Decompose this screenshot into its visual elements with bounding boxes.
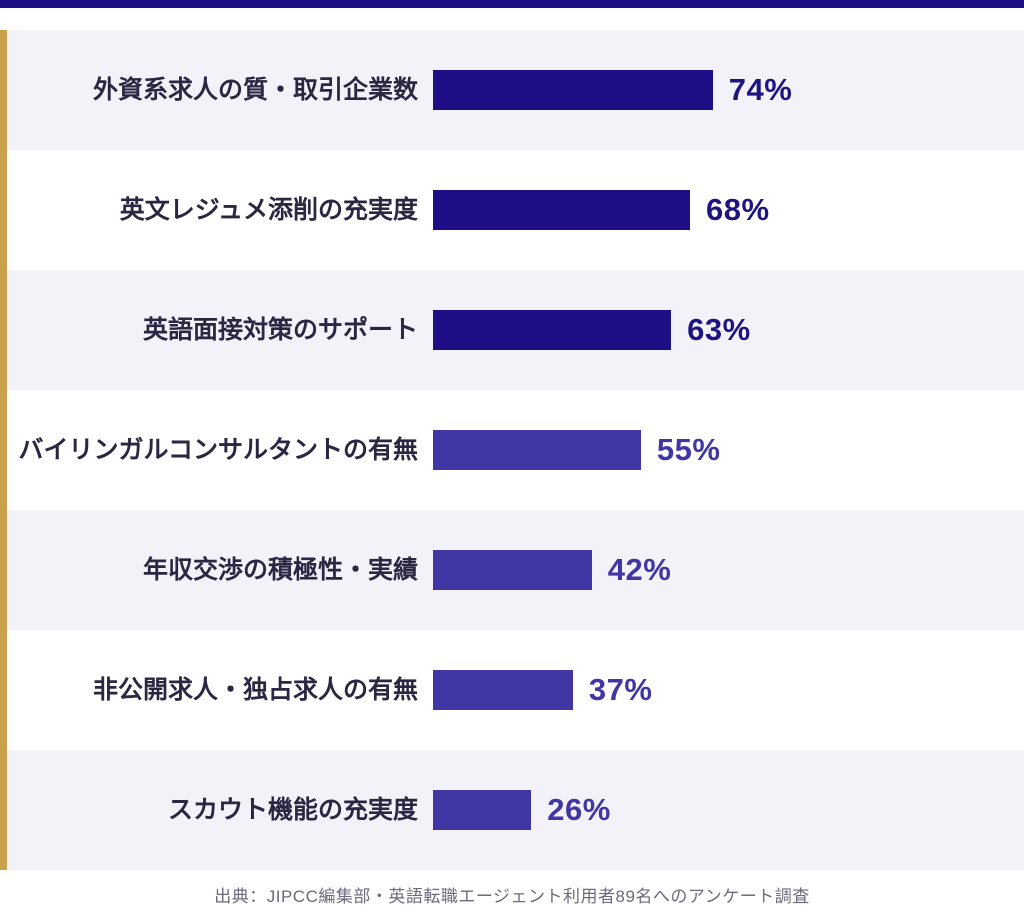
bar — [433, 70, 713, 110]
bar-value: 74% — [728, 72, 793, 107]
bar-value: 68% — [706, 192, 770, 227]
bar — [433, 430, 641, 470]
bar-label: 非公開求人・独占求人の有無 — [92, 675, 418, 704]
bar-value: 42% — [607, 552, 672, 587]
chart-row: 英文レジュメ添削の充実度 68% — [0, 150, 1024, 270]
chart-row: 非公開求人・独占求人の有無 37% — [0, 630, 1024, 750]
bar — [433, 550, 592, 590]
top-accent-bar — [0, 0, 1024, 8]
bar-label: バイリンガルコンサルタントの有無 — [18, 435, 418, 464]
bar-label: 年収交渉の積極性・実績 — [142, 555, 418, 584]
bar-label: 英語面接対策のサポート — [142, 315, 418, 344]
bar-label: 外資系求人の質・取引企業数 — [92, 75, 418, 104]
source-footer: 出典：JIPCC編集部・英語転職エージェント利用者89名へのアンケート調査 — [0, 870, 1024, 919]
bar-value: 63% — [687, 312, 751, 347]
bar — [433, 190, 691, 230]
bar-value: 55% — [656, 432, 721, 467]
left-accent-stripe — [0, 30, 7, 870]
bar — [433, 790, 532, 830]
chart-row: 英語面接対策のサポート 63% — [0, 270, 1024, 390]
survey-bar-chart: 外資系求人の質・取引企業数 74% 英文レジュメ添削の充実度 68% 英語面接対… — [0, 30, 1024, 870]
chart-row: 年収交渉の積極性・実績 42% — [0, 510, 1024, 630]
bar — [433, 310, 672, 350]
top-gap — [0, 8, 1024, 30]
bar — [433, 670, 573, 710]
bar-label: 英文レジュメ添削の充実度 — [119, 195, 418, 224]
source-text: 出典：JIPCC編集部・英語転職エージェント利用者89名へのアンケート調査 — [214, 887, 810, 906]
bar-value: 26% — [547, 792, 611, 827]
bar-label: スカウト機能の充実度 — [167, 795, 418, 824]
bar-value: 37% — [588, 672, 653, 707]
chart-row: 外資系求人の質・取引企業数 74% — [0, 30, 1024, 150]
chart-row: バイリンガルコンサルタントの有無 55% — [0, 390, 1024, 510]
chart-row: スカウト機能の充実度 26% — [0, 750, 1024, 870]
